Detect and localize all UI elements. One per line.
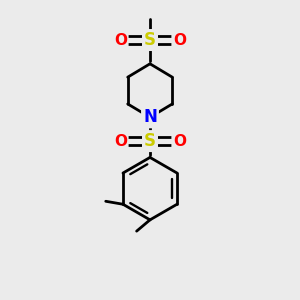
Text: S: S bbox=[144, 31, 156, 49]
Text: O: O bbox=[173, 134, 186, 148]
Text: O: O bbox=[114, 32, 127, 47]
Text: S: S bbox=[144, 132, 156, 150]
Text: O: O bbox=[173, 32, 186, 47]
Text: N: N bbox=[143, 108, 157, 126]
Text: O: O bbox=[114, 134, 127, 148]
